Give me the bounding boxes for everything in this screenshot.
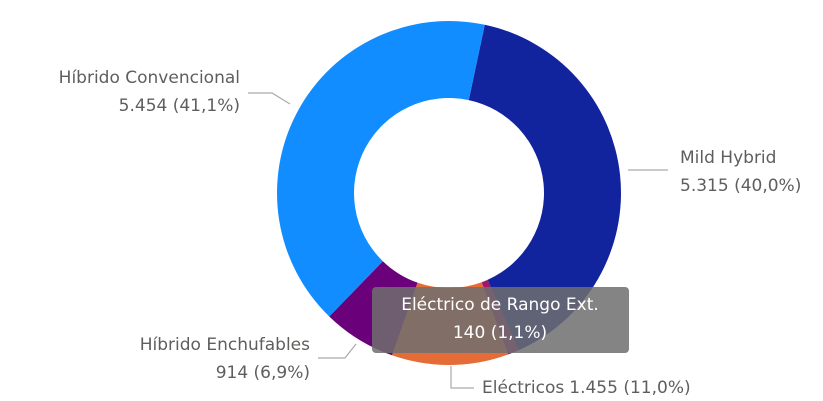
category-label: Mild Hybrid — [680, 148, 776, 168]
leader-line — [450, 366, 474, 389]
value-label: 140 (1,1%) — [453, 323, 547, 343]
leader-line — [318, 343, 357, 359]
tooltip-label: Eléctrico de Rango Ext. 140 (1,1%) — [372, 287, 629, 353]
value-label: 5.454 (41,1%) — [119, 96, 240, 116]
slice — [468, 24, 621, 351]
category-label: Híbrido Convencional — [59, 68, 240, 88]
value-label: 1.455 (11,0%) — [569, 378, 690, 398]
tooltip-box — [372, 287, 629, 353]
slice — [277, 21, 485, 317]
leader-line — [248, 92, 291, 105]
data-label: Eléctricos 1.455 (11,0%) — [482, 378, 691, 398]
value-label: 914 (6,9%) — [216, 363, 310, 383]
category-label: Eléctrico de Rango Ext. — [401, 295, 599, 315]
category-label: Eléctricos — [482, 378, 564, 398]
category-label: Híbrido Enchufables — [140, 335, 310, 355]
value-label: 5.315 (40,0%) — [680, 176, 801, 196]
